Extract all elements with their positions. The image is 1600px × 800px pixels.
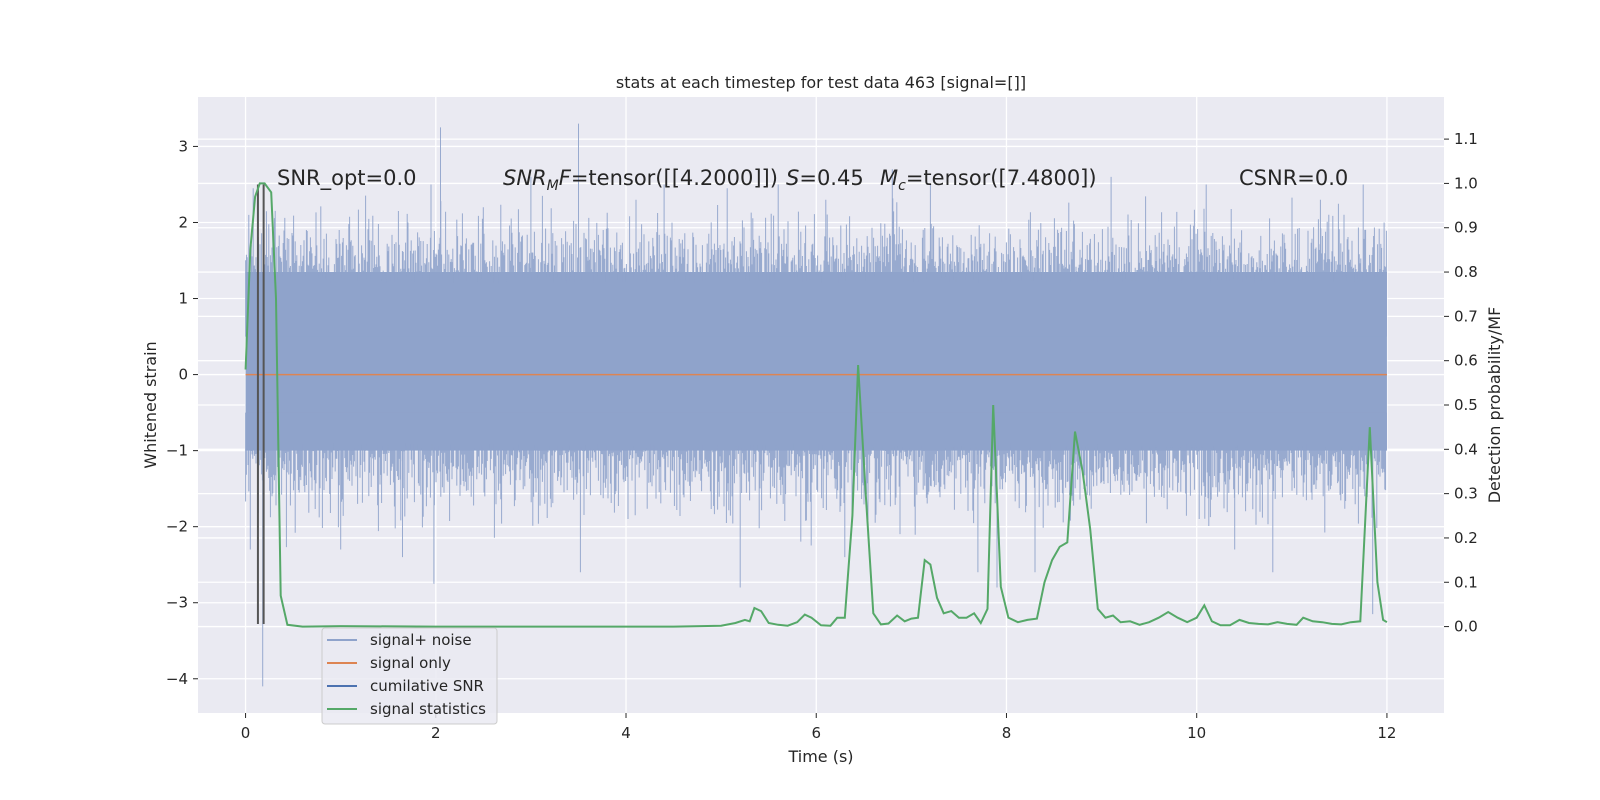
- legend-label: cumilative SNR: [370, 677, 484, 695]
- y-tick-label: −2: [166, 518, 188, 536]
- y2-tick-label: 0.9: [1454, 219, 1478, 237]
- x-tick-label: 2: [431, 724, 441, 742]
- x-tick-label: 6: [811, 724, 821, 742]
- y-tick-label: 1: [178, 290, 188, 308]
- legend: signal+ noise signal only cumilative SNR si…: [321, 627, 498, 725]
- y2-tick-label: 0.7: [1454, 307, 1478, 325]
- y2-tick-label: 0.8: [1454, 263, 1478, 281]
- y-tick-label: 0: [178, 366, 188, 384]
- y-tick-label: −1: [166, 442, 188, 460]
- annotation-snr-opt: SNR_opt=0.0: [277, 166, 417, 191]
- legend-label: signal+ noise: [370, 631, 472, 649]
- annotation-mc: Mc=tensor([7.4800]): [880, 166, 1097, 194]
- y-tick-label: 3: [178, 137, 188, 155]
- chart-title: stats at each timestep for test data 463…: [616, 73, 1026, 92]
- y-tick-label: −4: [166, 670, 188, 688]
- annotation-csnr: CSNR=0.0: [1239, 166, 1348, 190]
- signal-noise-line: [245, 123, 1387, 687]
- y2-tick-label: 0.1: [1454, 573, 1478, 591]
- y2-tick-label: 0.6: [1454, 352, 1478, 370]
- y2-tick-label: 0.3: [1454, 485, 1478, 503]
- legend-label: signal statistics: [370, 700, 486, 718]
- x-axis-label: Time (s): [787, 747, 853, 766]
- x-tick-label: 4: [621, 724, 631, 742]
- y2-tick-label: 0.2: [1454, 529, 1478, 547]
- y2-tick-label: 1.0: [1454, 174, 1478, 192]
- annotation-snr-mf: SNRMF=tensor([[4.2000]]): [503, 166, 778, 194]
- y2-tick-label: 1.1: [1454, 130, 1478, 148]
- legend-label: signal only: [370, 654, 451, 672]
- x-tick-label: 10: [1187, 724, 1206, 742]
- y-axis-label: Whitened strain: [141, 341, 160, 468]
- x-tick-label: 0: [241, 724, 251, 742]
- x-tick-label: 8: [1002, 724, 1012, 742]
- legend-box: [321, 627, 498, 725]
- y2-tick-label: 0.5: [1454, 396, 1478, 414]
- y2-axis-label: Detection probability/MF: [1485, 307, 1504, 504]
- y-tick-label: −3: [166, 594, 188, 612]
- y2-tick-label: 0.0: [1454, 618, 1478, 636]
- annotation-s: S=0.45: [786, 166, 864, 190]
- x-tick-label: 12: [1377, 724, 1396, 742]
- y2-tick-label: 0.4: [1454, 440, 1478, 458]
- series-layer: [244, 123, 1388, 687]
- signal-statistics-line: [244, 182, 1388, 628]
- axes: 0 2 4 6 8 10 12−4−3−2−101230.00.10.20.30.40.50…: [166, 130, 1478, 742]
- y-tick-label: 2: [178, 213, 188, 231]
